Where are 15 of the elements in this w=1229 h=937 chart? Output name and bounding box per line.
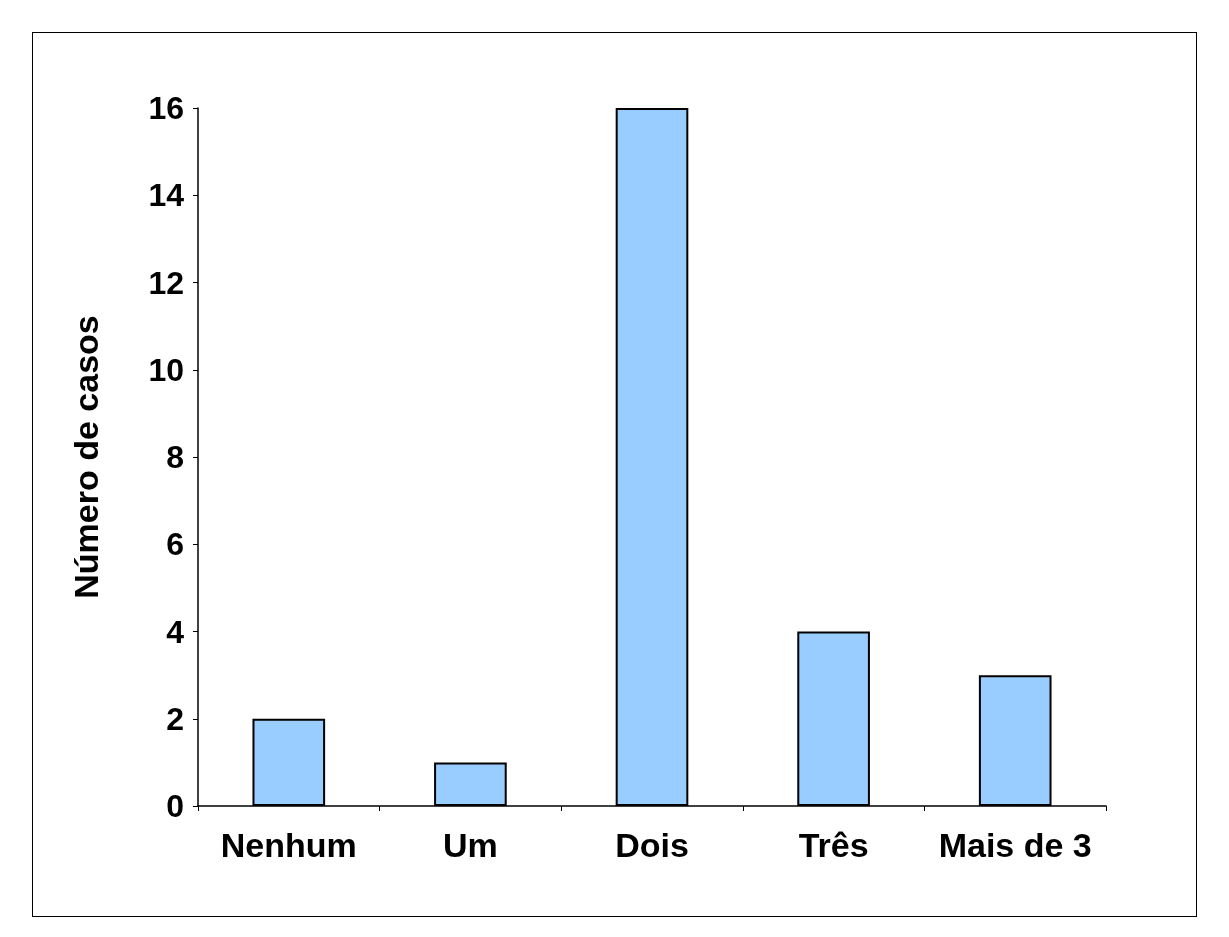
x-tick-label: Nenhum <box>220 826 357 864</box>
x-tick-label: Mais de 3 <box>938 826 1092 864</box>
y-axis-title: Número de casos <box>67 315 105 599</box>
y-tick-label: 8 <box>166 439 184 475</box>
x-tick-label: Um <box>443 826 498 864</box>
y-tick-label: 10 <box>148 351 184 388</box>
y-tick-label: 6 <box>166 526 184 563</box>
x-tick-label: Três <box>798 826 869 864</box>
y-tick-label: 14 <box>148 177 185 214</box>
y-tick-label: 16 <box>148 90 184 126</box>
y-tick-label: 4 <box>166 613 185 650</box>
y-tick-label: 0 <box>166 788 184 824</box>
y-tick-label: 2 <box>166 700 184 737</box>
x-tick-label: Dois <box>615 826 689 864</box>
y-tick-label: 12 <box>148 264 184 301</box>
